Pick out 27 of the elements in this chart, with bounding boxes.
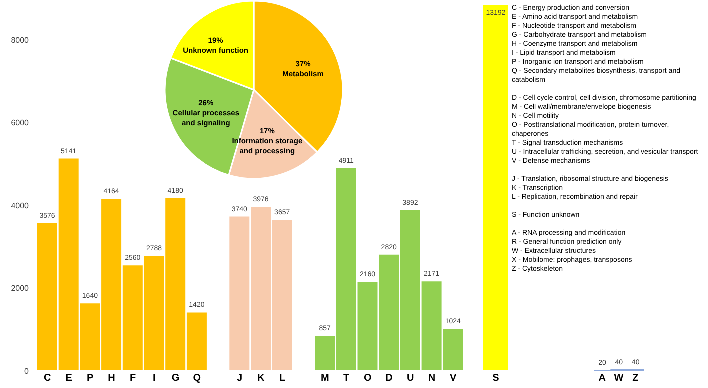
x-tick-label: L	[279, 373, 286, 384]
x-tick-label: P	[87, 373, 94, 384]
x-tick-label: I	[153, 373, 156, 384]
x-tick-label: D	[386, 373, 393, 384]
x-tick-label: M	[321, 373, 330, 384]
x-tick-label: E	[66, 373, 73, 384]
y-tick-label: 4000	[11, 201, 30, 210]
x-tick-label: Z	[632, 373, 639, 384]
x-tick-label: V	[450, 373, 457, 384]
y-tick-label: 8000	[11, 36, 30, 45]
y-tick-label: 0	[24, 366, 30, 376]
x-tick-label: O	[364, 373, 372, 384]
x-tick-label: T	[344, 373, 350, 384]
x-tick-label: Q	[193, 373, 202, 384]
x-tick-label: S	[492, 373, 500, 384]
x-tick-label: W	[614, 373, 624, 384]
x-tick-label: A	[598, 373, 606, 384]
x-tick-label: G	[172, 373, 180, 384]
x-tick-label: F	[130, 373, 136, 384]
x-tick-label: C	[44, 373, 52, 384]
x-tick-label: H	[108, 373, 116, 384]
x-tick-label: N	[428, 373, 436, 384]
y-tick-label: 2000	[11, 284, 30, 294]
x-tick-label: U	[407, 373, 414, 384]
y-tick-label: 6000	[11, 118, 30, 128]
x-tick-label: J	[237, 373, 243, 384]
x-tick-label: K	[258, 373, 266, 384]
